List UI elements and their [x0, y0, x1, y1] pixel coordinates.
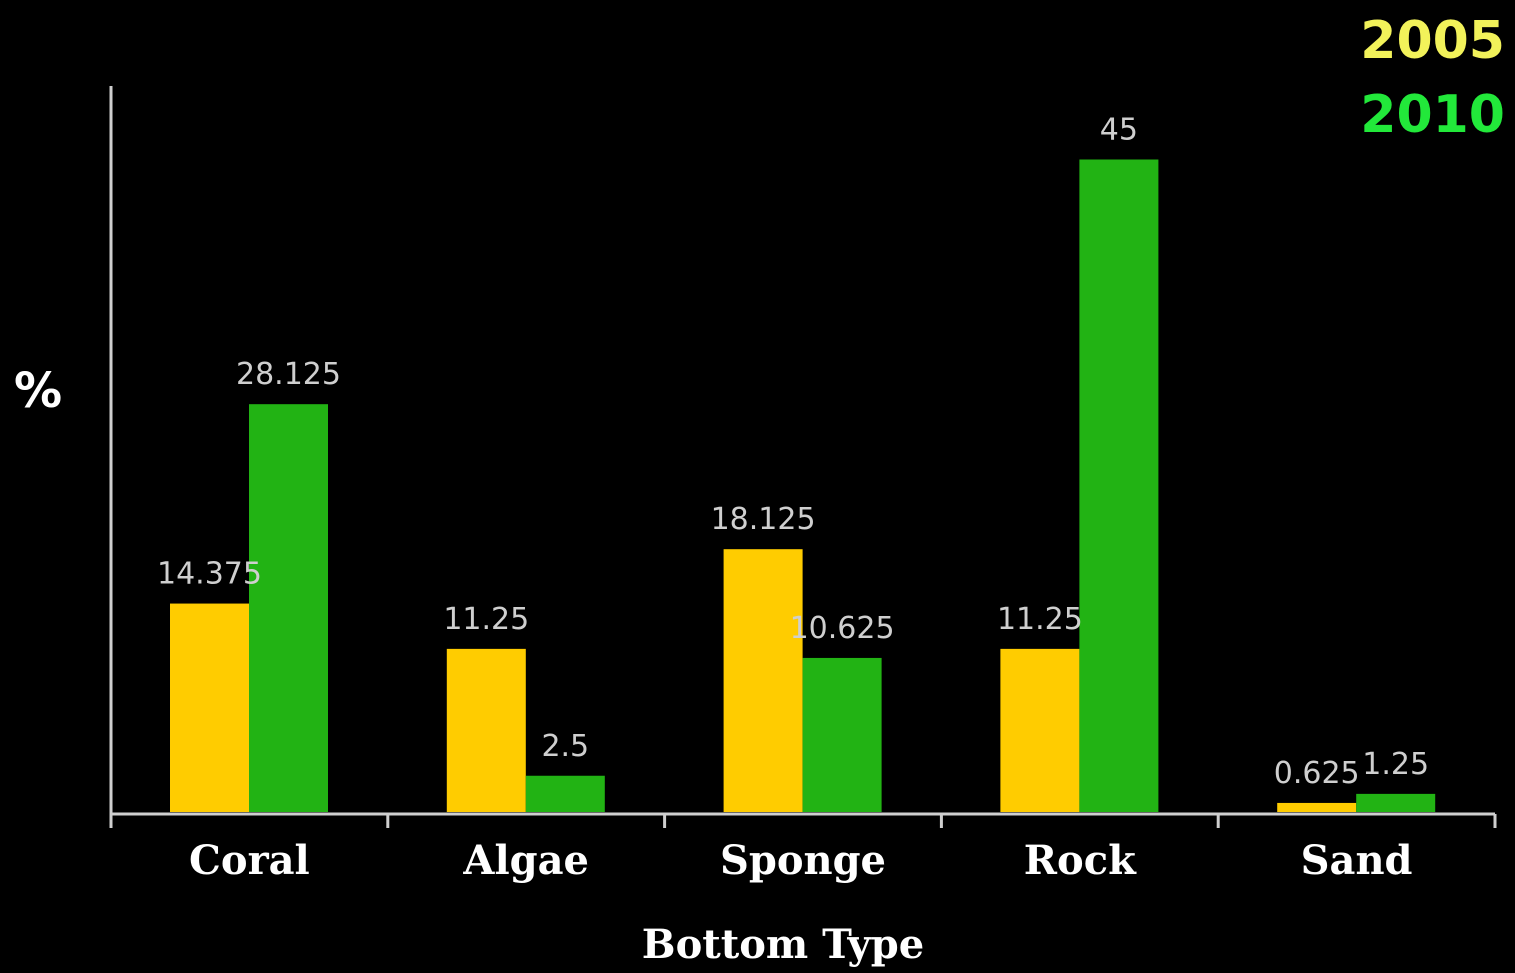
data-label-sand-2010: 1.25: [1362, 747, 1429, 782]
bar-rock-2010: [1079, 159, 1159, 812]
bar-coral-2005: [170, 603, 249, 812]
legend-entry-2010: 2010: [1360, 85, 1505, 145]
data-label-rock-2010: 45: [1100, 113, 1138, 148]
data-label-rock-2005: 11.25: [997, 602, 1083, 637]
data-label-sponge-2010: 10.625: [790, 611, 895, 646]
category-label-rock: Rock: [1024, 837, 1137, 884]
category-labels: Coral Algae Sponge Rock Sand: [189, 837, 1413, 884]
bar-sand-2005: [1277, 802, 1357, 812]
data-label-algae-2010: 2.5: [541, 729, 589, 764]
category-label-algae: Algae: [462, 837, 589, 884]
bars: [170, 159, 1436, 812]
data-label-coral-2010: 28.125: [236, 357, 341, 392]
legend: 2005 2010: [1360, 11, 1505, 145]
data-label-sponge-2005: 18.125: [711, 502, 816, 537]
bar-sponge-2005: [723, 549, 803, 812]
category-label-sponge: Sponge: [720, 837, 886, 884]
data-labels: 14.375 28.125 11.25 2.5 18.125 10.625 11.25 45 0…: [157, 113, 1429, 791]
x-axis-title: Bottom Type: [642, 921, 924, 968]
data-label-algae-2005: 11.25: [443, 602, 529, 637]
bar-rock-2005: [1000, 648, 1080, 812]
axes: [109, 86, 1497, 828]
bar-sponge-2010: [802, 657, 882, 812]
bar-coral-2010: [249, 404, 328, 812]
bar-sand-2010: [1356, 793, 1436, 812]
bar-algae-2005: [446, 648, 526, 812]
bar-algae-2010: [525, 775, 605, 812]
legend-entry-2005: 2005: [1360, 11, 1505, 71]
data-label-coral-2005: 14.375: [157, 557, 262, 592]
category-label-coral: Coral: [189, 837, 310, 884]
y-axis-title: %: [14, 363, 62, 419]
data-label-sand-2005: 0.625: [1274, 756, 1360, 791]
category-label-sand: Sand: [1301, 837, 1413, 884]
